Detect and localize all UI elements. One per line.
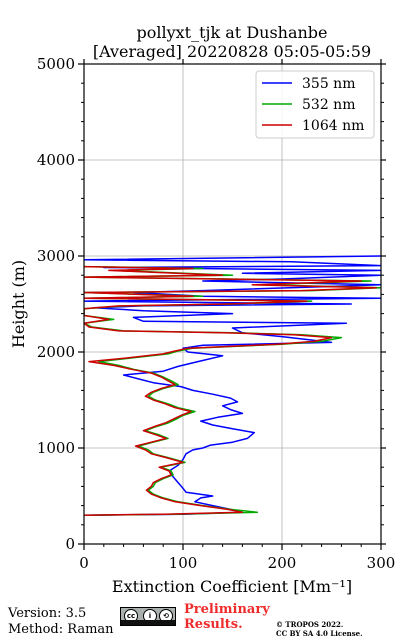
footer-info: Version: 3.5 Method: Raman bbox=[8, 606, 114, 638]
x-tick-label: 100 bbox=[169, 554, 198, 572]
cc-by-sa-logo: cc i ⟲ bbox=[120, 607, 176, 626]
y-axis-label: Height (m) bbox=[9, 260, 28, 348]
preliminary-line1: Preliminary bbox=[184, 602, 270, 617]
y-tick-label: 2000 bbox=[37, 343, 75, 361]
license-text: © TROPOS 2022. CC BY SA 4.0 License. bbox=[276, 620, 363, 638]
copyright-line2: CC BY SA 4.0 License. bbox=[276, 629, 363, 638]
y-tick-label: 5000 bbox=[37, 55, 75, 73]
x-tick-label: 300 bbox=[367, 554, 396, 572]
y-tick-label: 0 bbox=[65, 535, 75, 553]
chart-subtitle: [Averaged] 20220828 05:05-05:59 bbox=[93, 42, 371, 61]
y-tick-label: 4000 bbox=[37, 151, 75, 169]
y-tick-label: 3000 bbox=[37, 247, 75, 265]
cc-icon: cc bbox=[124, 609, 138, 623]
method-text: Method: Raman bbox=[8, 622, 114, 637]
plot-frame bbox=[83, 63, 382, 545]
legend-label: 532 nm bbox=[302, 97, 355, 113]
plot-area bbox=[84, 255, 381, 516]
preliminary-line2: Results. bbox=[184, 617, 243, 632]
series-line-1064-nm bbox=[84, 265, 377, 516]
chart-legend: 355 nm 532 nm 1064 nm bbox=[255, 70, 375, 139]
extinction-profile-chart: pollyxt_tjk at Dushanbe [Averaged] 20220… bbox=[9, 23, 396, 596]
x-tick-label: 0 bbox=[79, 554, 89, 572]
x-axis-label: Extinction Coefficient [Mm⁻¹] bbox=[112, 577, 352, 596]
legend-box bbox=[255, 70, 375, 139]
preliminary-notice: Preliminary Results. bbox=[184, 602, 270, 632]
legend-label: 1064 nm bbox=[302, 118, 364, 134]
y-tick-label: 1000 bbox=[37, 439, 75, 457]
by-icon: i bbox=[143, 609, 157, 623]
series-line-532-nm bbox=[84, 265, 381, 516]
series-line-355-nm bbox=[84, 255, 381, 516]
axis-ticks bbox=[78, 59, 386, 550]
copyright-line1: © TROPOS 2022. bbox=[276, 620, 344, 629]
version-text: Version: 3.5 bbox=[8, 606, 87, 621]
legend-label: 355 nm bbox=[302, 76, 355, 92]
cc-badge-bar bbox=[121, 620, 175, 625]
x-tick-label: 200 bbox=[268, 554, 297, 572]
chart-title: pollyxt_tjk at Dushanbe bbox=[136, 23, 327, 42]
